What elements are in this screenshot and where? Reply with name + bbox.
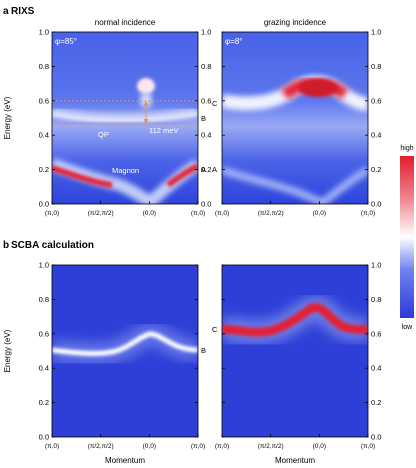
x-tick-label: (0,0) — [143, 443, 156, 450]
x-tick-label: (0,0) — [313, 210, 326, 217]
y-tick-label: 0.4 — [371, 131, 381, 140]
y-tick-label: 0.6 — [371, 96, 381, 105]
heatmap-scba-right — [222, 265, 368, 437]
qp-label: QP — [98, 130, 109, 139]
title-normal-incidence: normal incidence — [95, 18, 156, 27]
y-tick-label: 0.8 — [371, 62, 381, 71]
y-tick-label: 0.8 — [201, 62, 211, 71]
y-tick-label: 0.0 — [39, 433, 49, 442]
x-tick-label: (π,0) — [215, 210, 229, 217]
y-tick-label: 0.8 — [371, 295, 381, 304]
y-tick-label: 0.0 — [201, 200, 211, 209]
magnon-label: Magnon — [112, 166, 139, 175]
colorbar-high-label: high — [400, 145, 413, 152]
y-tick-label: 0.2 — [39, 398, 49, 407]
side-label-C-bottom: C — [212, 325, 218, 334]
y-tick-label: 0.4 — [39, 364, 49, 373]
plot-frame-scba-left — [51, 264, 199, 438]
x-tick-label: (0,0) — [143, 210, 156, 217]
y-tick-label: 0.2 — [371, 398, 381, 407]
panel-b-label: b — [3, 240, 9, 251]
side-label-B-top: B — [201, 114, 206, 123]
side-label-B-bottom: B — [201, 346, 206, 355]
y-tick-label: 0.4 — [371, 364, 381, 373]
colorbar-low-label: low — [402, 324, 413, 331]
y-tick-label: 0.0 — [371, 433, 381, 442]
x-tick-label: (π,0) — [45, 443, 59, 450]
x-tick-label: (π,0) — [191, 210, 205, 217]
y-tick-label: 0.2 — [371, 165, 381, 174]
y-tick-label: 0.6 — [371, 329, 381, 338]
heatmap-normal-incidence — [52, 32, 198, 204]
side-label-A-top-left: A — [201, 165, 206, 174]
axes-layer: 0.0 0.0 0.2 0.2 0.4 0.4 0.6 0.6 0.8 0.8 1.0 1.0 (π,0… — [39, 28, 382, 451]
x-tick-label: (π/2,π/2) — [88, 210, 114, 217]
y-tick-label: 0.4 — [39, 131, 49, 140]
plot-frame-grazing — [221, 31, 369, 205]
y-axis-label-top: Energy (eV) — [3, 96, 12, 139]
y-tick-label: 0.2 — [201, 165, 211, 174]
y-tick-label: 1.0 — [371, 28, 381, 37]
side-label-C-top: C — [212, 99, 218, 108]
y-axis-label-bottom: Energy (eV) — [3, 329, 12, 372]
y-tick-label: 1.0 — [39, 261, 49, 270]
y-tick-label: 0.6 — [39, 329, 49, 338]
x-tick-label: (π,0) — [215, 443, 229, 450]
gap-label: 112 meV — [149, 126, 178, 135]
x-tick-label: (π,0) — [45, 210, 59, 217]
x-tick-label: (0,0) — [313, 443, 326, 450]
x-tick-label: (π,0) — [361, 210, 375, 217]
panel-b-heading: SCBA calculation — [11, 240, 94, 251]
x-axis-label-left: Momentum — [105, 456, 145, 465]
colorbar — [400, 156, 414, 318]
y-tick-label: 1.0 — [39, 28, 49, 37]
x-tick-label: (π/2,π/2) — [258, 443, 284, 450]
y-tick-label: 0.8 — [39, 295, 49, 304]
y-tick-label: 0.0 — [39, 200, 49, 209]
phi-label-right: φ=8° — [225, 37, 243, 46]
x-axis-label-right: Momentum — [275, 456, 315, 465]
y-tick-label: 1.0 — [371, 261, 381, 270]
y-tick-label: 0.4 — [201, 131, 211, 140]
panel-a-heading: RIXS — [11, 6, 35, 17]
y-tick-label: 0.0 — [371, 200, 381, 209]
y-tick-label: 1.0 — [201, 28, 211, 37]
heatmap-grazing-incidence — [222, 32, 368, 204]
x-tick-label: (π/2,π/2) — [258, 210, 284, 217]
side-label-A-top-right: A — [212, 165, 217, 174]
y-tick-label: 0.2 — [39, 165, 49, 174]
y-tick-label: 0.6 — [39, 96, 49, 105]
plot-frame-scba-right — [221, 264, 369, 438]
x-tick-label: (π/2,π/2) — [88, 443, 114, 450]
x-tick-label: (π,0) — [361, 443, 375, 450]
panel-a-label: a — [3, 6, 9, 17]
phi-label-left: φ=85° — [55, 37, 77, 46]
y-tick-label: 0.8 — [39, 62, 49, 71]
x-tick-label: (π,0) — [191, 443, 205, 450]
title-grazing-incidence: grazing incidence — [264, 18, 327, 27]
y-tick-label: 0.6 — [201, 96, 211, 105]
plot-frame-normal — [51, 31, 199, 205]
heatmap-scba-left — [52, 265, 198, 437]
